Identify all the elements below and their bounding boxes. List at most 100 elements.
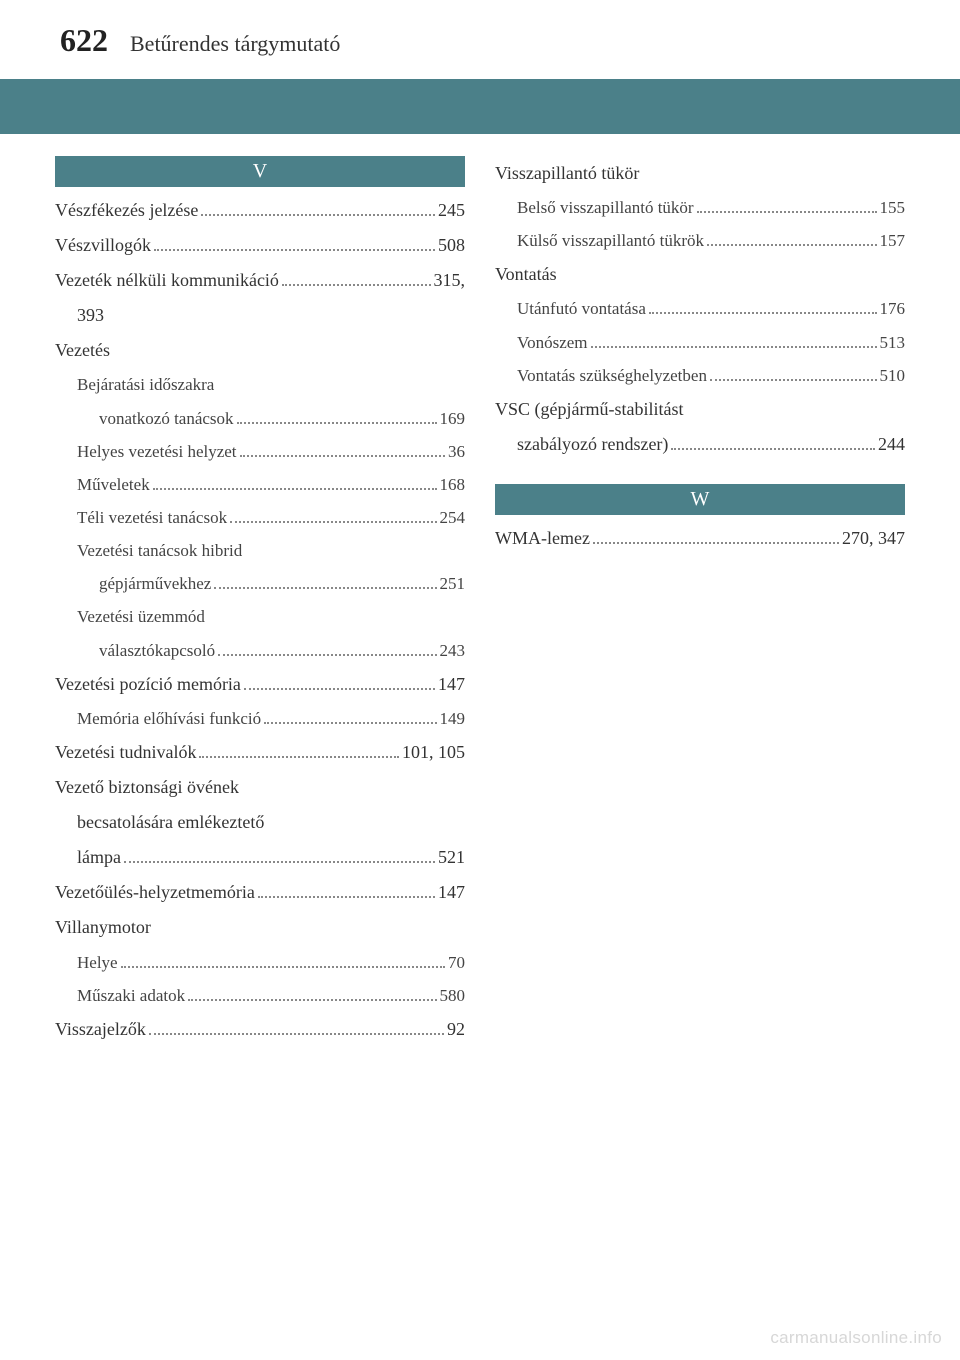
index-page: 70 xyxy=(448,946,465,979)
index-dots xyxy=(237,422,437,424)
index-heading: 393 xyxy=(55,298,465,333)
index-dots xyxy=(214,587,436,589)
index-dots xyxy=(244,688,435,690)
index-dots xyxy=(707,244,877,246)
index-label: Téli vezetési tanácsok xyxy=(77,501,227,534)
index-label: Memória előhívási funkció xyxy=(77,702,261,735)
index-dots xyxy=(282,284,431,286)
index-label: Utánfutó vontatása xyxy=(517,292,646,325)
index-entry: szabályozó rendszer) 244 xyxy=(495,427,905,462)
index-label: Külső visszapillantó tükrök xyxy=(517,224,704,257)
index-entry: Visszajelzők 92 xyxy=(55,1012,465,1047)
index-label: választókapcsoló xyxy=(99,634,215,667)
index-heading: Visszapillantó tükör xyxy=(495,156,905,191)
left-entries: Vészfékezés jelzése 245Vészvillogók 508V… xyxy=(55,193,465,1047)
index-entry: választókapcsoló 243 xyxy=(55,634,465,667)
index-entry: WMA-lemez 270, 347 xyxy=(495,521,905,556)
index-dots xyxy=(121,966,445,968)
index-label: Vonószem xyxy=(517,326,588,359)
index-page: 149 xyxy=(440,702,466,735)
right-top-entries: Visszapillantó tükörBelső visszapillantó… xyxy=(495,156,905,462)
index-label: gépjárművekhez xyxy=(99,567,211,600)
page-number: 622 xyxy=(60,22,108,59)
index-entry: Vezeték nélküli kommunikáció 315, xyxy=(55,263,465,298)
index-entry: Műveletek 168 xyxy=(55,468,465,501)
index-entry: Vontatás szükséghelyzetben 510 xyxy=(495,359,905,392)
index-page: 251 xyxy=(440,567,466,600)
watermark: carmanualsonline.info xyxy=(770,1328,942,1348)
index-entry: Külső visszapillantó tükrök 157 xyxy=(495,224,905,257)
index-label: szabályozó rendszer) xyxy=(517,427,668,462)
index-label: Vezetési tudnivalók xyxy=(55,735,196,770)
index-page: 147 xyxy=(438,875,465,910)
index-label: Vészfékezés jelzése xyxy=(55,193,198,228)
index-label: lámpa xyxy=(77,840,121,875)
index-page: 157 xyxy=(880,224,906,257)
index-heading: Vezetés xyxy=(55,333,465,368)
index-heading: becsatolására emlékeztető xyxy=(55,805,465,840)
index-entry: Műszaki adatok 580 xyxy=(55,979,465,1012)
index-dots xyxy=(124,861,435,863)
index-label: WMA-lemez xyxy=(495,521,590,556)
index-dots xyxy=(649,312,877,314)
index-page: 36 xyxy=(448,435,465,468)
index-dots xyxy=(697,211,877,213)
index-page: 270, 347 xyxy=(842,521,905,556)
page-header: 622 Betűrendes tárgymutató xyxy=(0,0,960,79)
index-dots xyxy=(149,1033,444,1035)
index-entry: Vészvillogók 508 xyxy=(55,228,465,263)
index-page: 169 xyxy=(440,402,466,435)
index-entry: Belső visszapillantó tükör 155 xyxy=(495,191,905,224)
index-page: 508 xyxy=(438,228,465,263)
index-label: Vontatás szükséghelyzetben xyxy=(517,359,707,392)
index-page: 101, 105 xyxy=(402,735,465,770)
index-dots xyxy=(671,448,875,450)
index-heading: Vezető biztonsági övének xyxy=(55,770,465,805)
index-page: 92 xyxy=(447,1012,465,1047)
index-entry: lámpa 521 xyxy=(55,840,465,875)
index-label: Műszaki adatok xyxy=(77,979,185,1012)
index-entry: Vonószem 513 xyxy=(495,326,905,359)
index-page: 513 xyxy=(880,326,906,359)
index-label: Vezetési pozíció memória xyxy=(55,667,241,702)
index-entry: Helyes vezetési helyzet 36 xyxy=(55,435,465,468)
index-heading: Bejáratási időszakra xyxy=(55,368,465,401)
index-label: Visszajelzők xyxy=(55,1012,146,1047)
index-label: vonatkozó tanácsok xyxy=(99,402,234,435)
index-page: 244 xyxy=(878,427,905,462)
index-label: Vezetőülés-helyzetmemória xyxy=(55,875,255,910)
index-page: 155 xyxy=(880,191,906,224)
index-label: Helyes vezetési helyzet xyxy=(77,435,237,468)
index-dots xyxy=(240,455,445,457)
index-entry: Vezetési tudnivalók 101, 105 xyxy=(55,735,465,770)
index-dots xyxy=(593,542,839,544)
index-entry: Utánfutó vontatása 176 xyxy=(495,292,905,325)
index-dots xyxy=(591,346,877,348)
index-page: 147 xyxy=(438,667,465,702)
index-page: 245 xyxy=(438,193,465,228)
index-dots xyxy=(154,249,435,251)
letter-header-v: V xyxy=(55,156,465,187)
index-entry: Memória előhívási funkció 149 xyxy=(55,702,465,735)
left-column: V Vészfékezés jelzése 245Vészvillogók 50… xyxy=(55,156,465,1047)
index-entry: Vezetőülés-helyzetmemória 147 xyxy=(55,875,465,910)
index-page: 168 xyxy=(440,468,466,501)
index-dots xyxy=(188,999,436,1001)
index-dots xyxy=(230,521,436,523)
index-page: 243 xyxy=(440,634,466,667)
index-heading: Vontatás xyxy=(495,257,905,292)
index-label: Helye xyxy=(77,946,118,979)
index-label: Műveletek xyxy=(77,468,150,501)
index-page: 580 xyxy=(440,979,466,1012)
index-dots xyxy=(264,722,436,724)
index-page: 254 xyxy=(440,501,466,534)
index-entry: vonatkozó tanácsok 169 xyxy=(55,402,465,435)
index-heading: Vezetési üzemmód xyxy=(55,600,465,633)
index-content: V Vészfékezés jelzése 245Vészvillogók 50… xyxy=(0,134,960,1047)
index-page: 510 xyxy=(880,359,906,392)
index-label: Vészvillogók xyxy=(55,228,151,263)
index-page: 176 xyxy=(880,292,906,325)
index-label: Vezeték nélküli kommunikáció xyxy=(55,263,279,298)
index-entry: Helye 70 xyxy=(55,946,465,979)
right-entries: WMA-lemez 270, 347 xyxy=(495,521,905,556)
